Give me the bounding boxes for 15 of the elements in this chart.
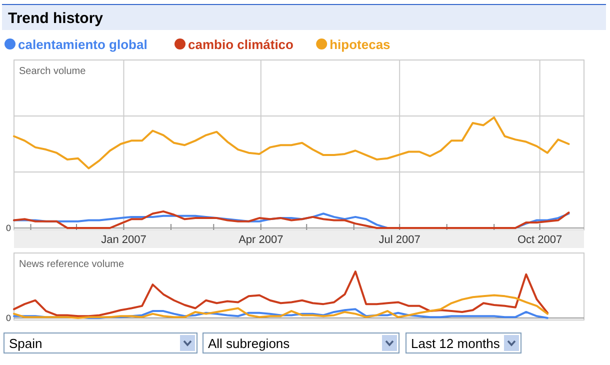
text: Last 12 months xyxy=(411,336,500,351)
x-tick-label: Apr 2007 xyxy=(238,234,284,246)
x-tick-label: Jan 2007 xyxy=(101,234,146,246)
y-axis-title: News reference volume xyxy=(19,259,124,270)
x-tick-label: Oct 2007 xyxy=(517,234,562,246)
chart-title: Trend history xyxy=(8,10,104,27)
x-tick-label: Jul 2007 xyxy=(378,234,420,246)
text: Spain xyxy=(9,336,42,351)
legend-label: calentamiento global xyxy=(18,37,148,52)
legend-label: cambio climático xyxy=(188,37,294,52)
text: All subregions xyxy=(208,336,290,351)
annotation: 0 xyxy=(6,313,11,323)
legend-label: hipotecas xyxy=(330,37,390,52)
y-axis-title: Search volume xyxy=(19,66,86,77)
text: 0 xyxy=(6,223,11,233)
